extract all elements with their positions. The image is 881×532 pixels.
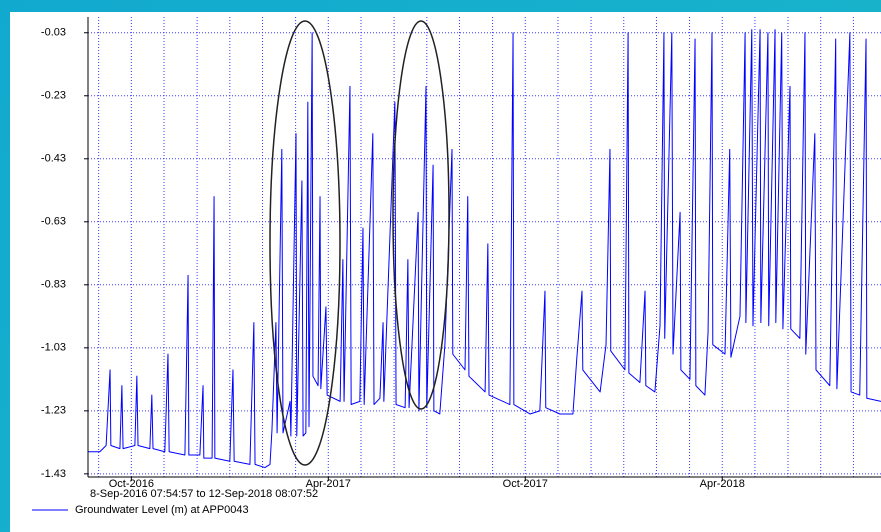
highlight-ellipse [269, 20, 341, 466]
y-tick-label: -1.03 [41, 342, 66, 354]
legend-label: Groundwater Level (m) at APP0043 [75, 504, 249, 516]
chart-panel [10, 12, 881, 532]
y-tick-label: -0.83 [41, 279, 66, 291]
data-line [88, 29, 881, 469]
highlight-ellipse [392, 20, 450, 410]
y-tick-label: -0.43 [41, 153, 66, 165]
x-tick-label: Oct-2016 [109, 478, 154, 490]
y-tick-label: -0.63 [41, 216, 66, 228]
x-tick-label: Apr-2018 [700, 478, 745, 490]
x-tick-label: Oct-2017 [503, 478, 548, 490]
y-tick-label: -0.03 [41, 27, 66, 39]
y-tick-label: -1.23 [41, 405, 66, 417]
date-range: 8-Sep-2016 07:54:57 to 12-Sep-2018 08:07… [90, 488, 318, 500]
plot-area [88, 29, 881, 469]
y-tick-label: -0.23 [41, 90, 66, 102]
x-tick-label: Apr-2017 [306, 478, 351, 490]
y-tick-label: -1.43 [41, 468, 66, 480]
